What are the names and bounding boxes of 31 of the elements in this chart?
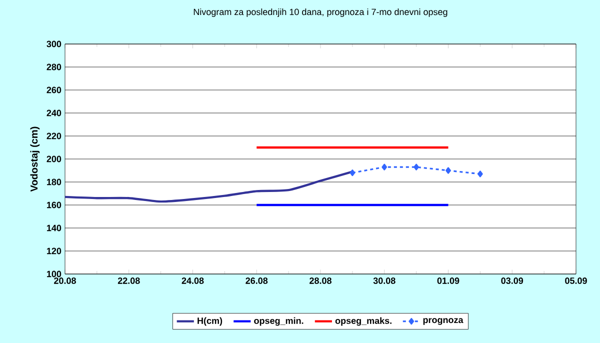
point	[414, 164, 419, 170]
x-tick-label: 30.08	[373, 278, 396, 284]
x-tick-label: 22.08	[118, 278, 140, 284]
y-tick-label: 120	[47, 248, 62, 254]
y-tick-label: 300	[46, 40, 62, 48]
x-tick-label: 03.09	[501, 278, 524, 284]
point	[350, 170, 356, 176]
x-tick-label: 20.08	[54, 278, 76, 284]
y-tick-label: 140	[47, 224, 62, 232]
x-tick-label: 28.08	[310, 278, 332, 284]
y-tick-label: 180	[47, 178, 62, 186]
y-tick-label: 160	[47, 202, 62, 208]
point	[478, 170, 483, 178]
y-axis-title: Vodostaj (cm)	[30, 126, 40, 192]
y-tick-label: 240	[46, 110, 62, 116]
y-tick-label: 280	[46, 64, 62, 70]
point	[446, 167, 451, 174]
x-tick-label: 05.09	[565, 278, 587, 284]
y-tick-label: 100	[47, 270, 62, 278]
x-tick-label: 24.08	[182, 278, 204, 284]
point	[382, 164, 388, 170]
y-tick-label: 260	[46, 86, 62, 94]
y-tick-label: 220	[46, 132, 62, 140]
x-tick-label: 01.09	[437, 278, 460, 284]
chart-title: Nivogram za poslednjih 10 dana, prognoza i 7-mo dnevni opseg	[194, 8, 448, 17]
legend-label: H(cm)	[198, 317, 222, 326]
legend-label: opseg_min.	[254, 317, 304, 326]
x-tick-label: 26.08	[246, 278, 268, 284]
legend-label: opseg_maks.	[335, 317, 392, 326]
y-tick-label: 200	[46, 156, 62, 162]
legend-label: prognoza	[423, 318, 464, 325]
